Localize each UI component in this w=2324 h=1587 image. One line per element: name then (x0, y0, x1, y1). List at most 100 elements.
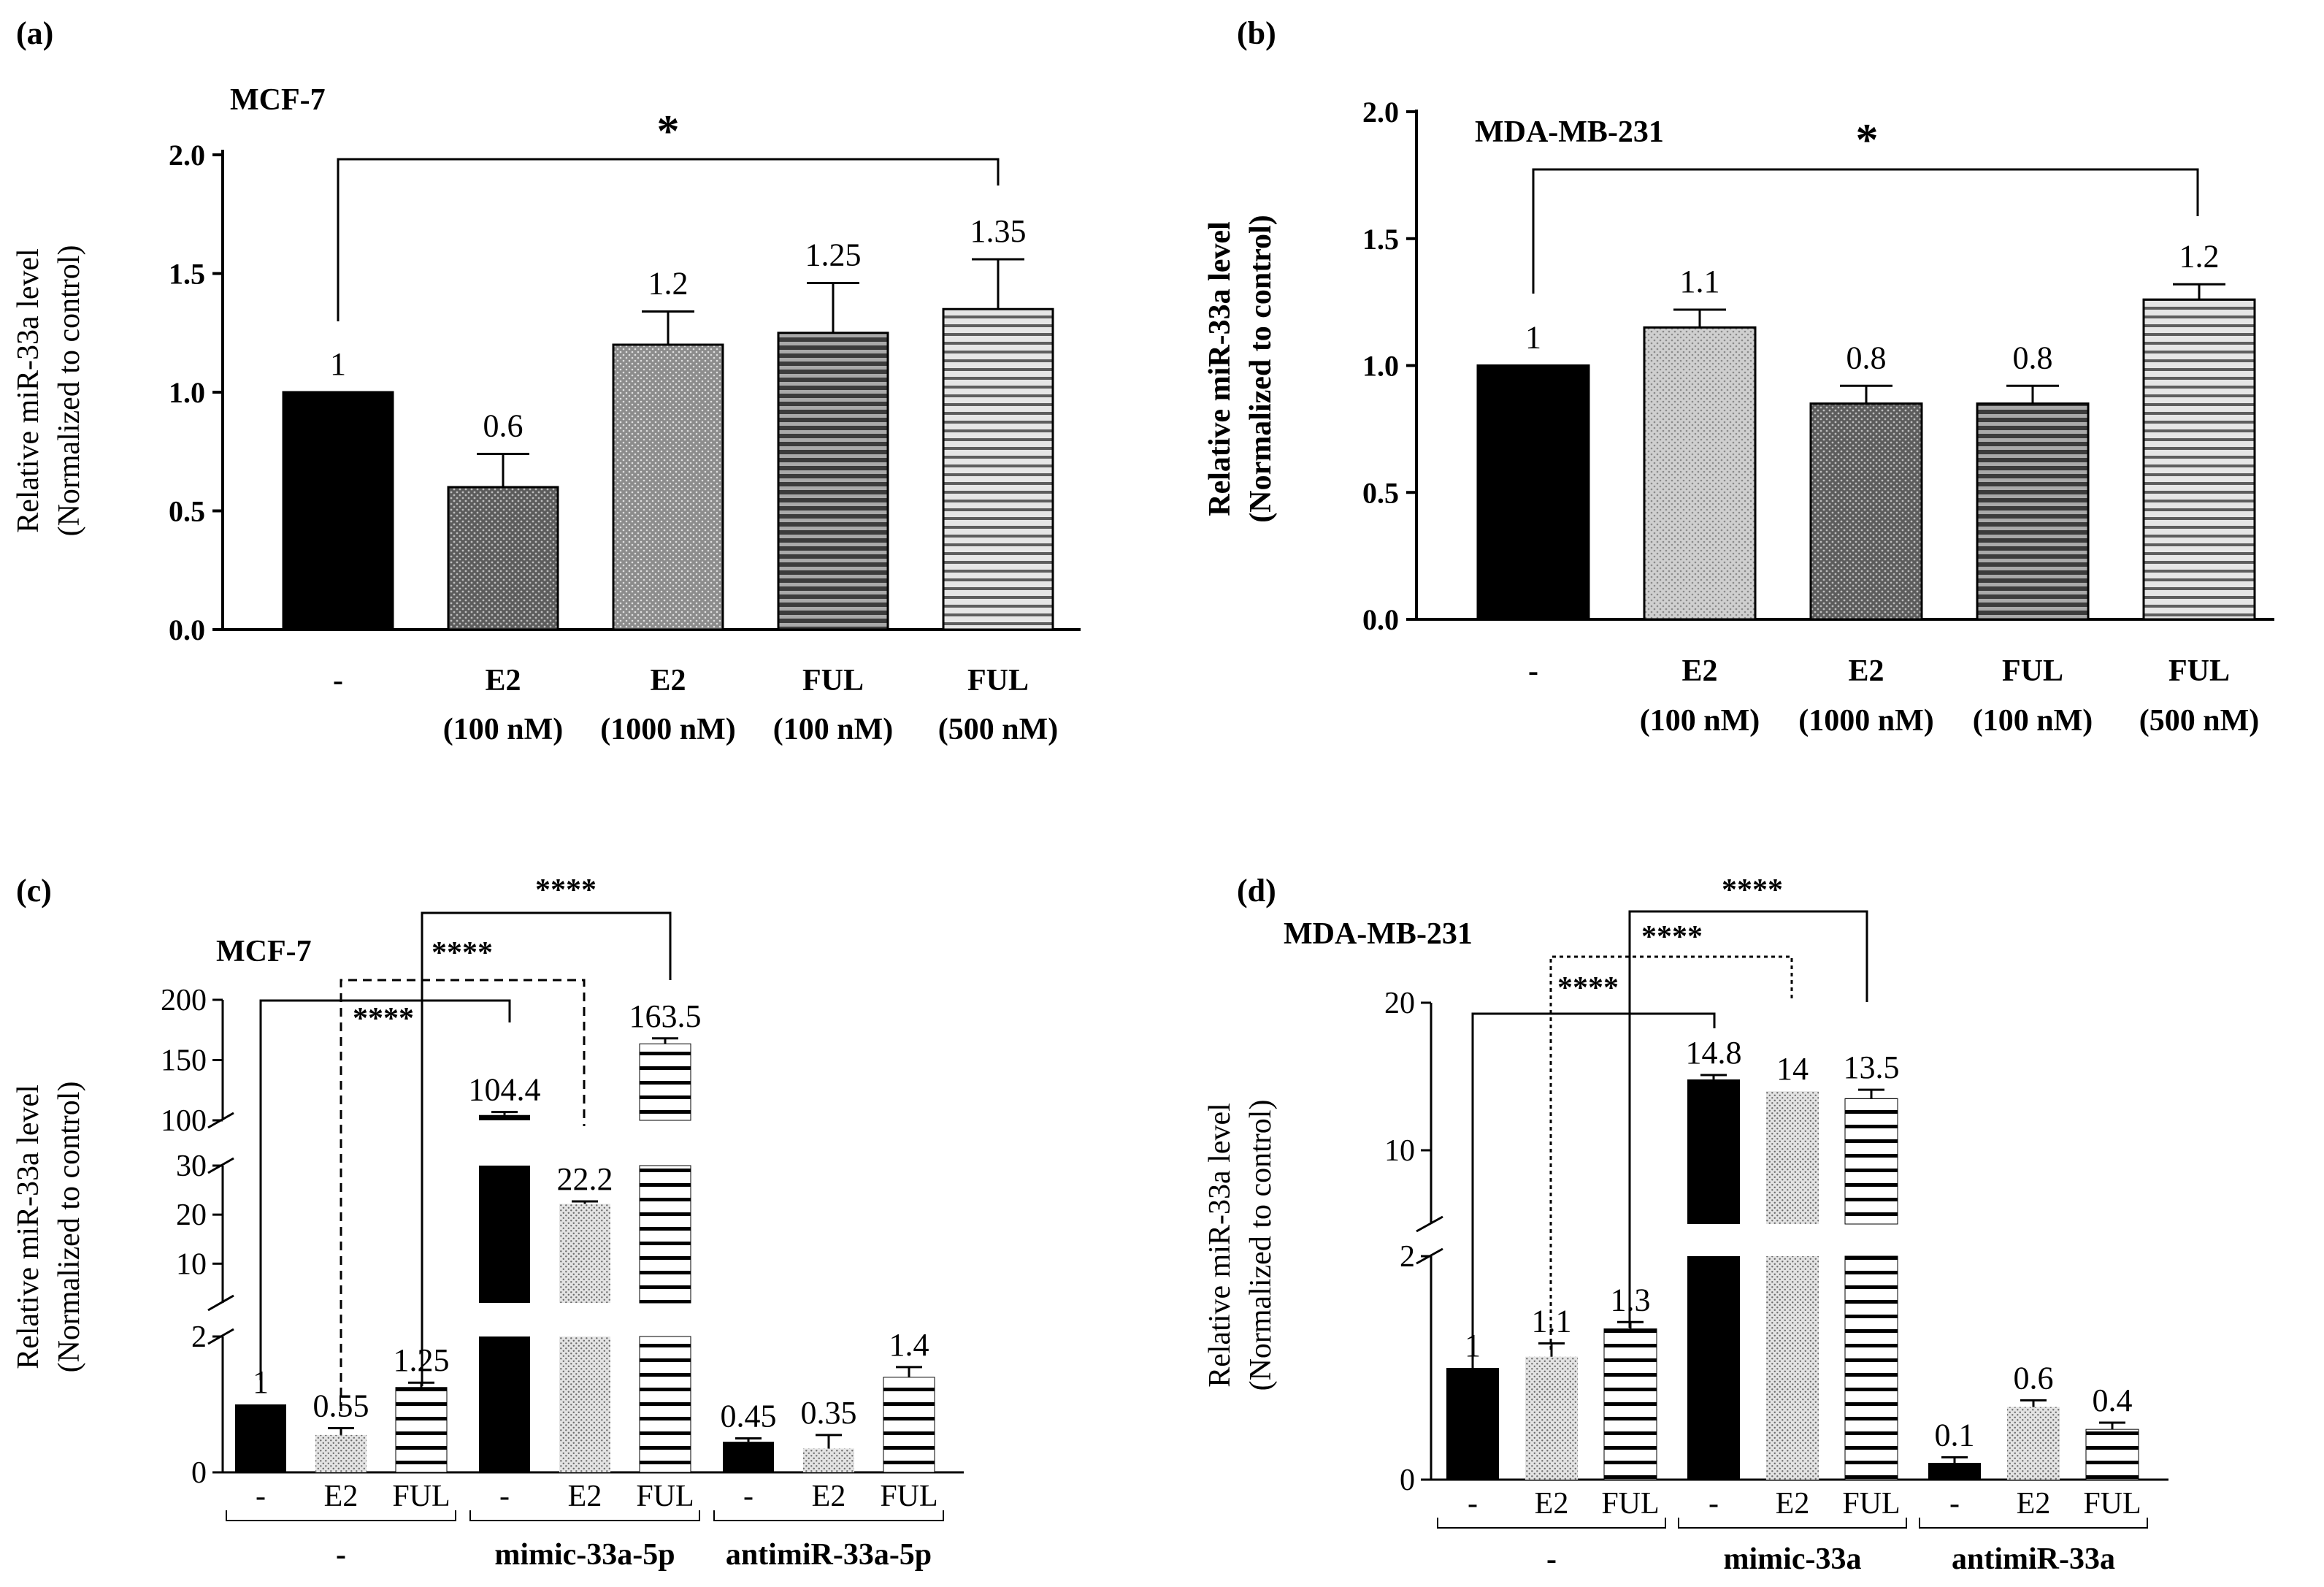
y-tick-label: 1.0 (169, 376, 205, 409)
y-axis (207, 1000, 234, 1472)
bar (612, 343, 724, 631)
bar (1844, 1098, 1898, 1225)
chart-title: MDA-MB-231 (1475, 115, 1664, 149)
y-tick-label: 0.0 (1362, 603, 1399, 636)
significance-label: **** (432, 936, 493, 970)
x-tick-label: FUL (880, 1480, 937, 1513)
y-tick-label: 1.5 (1362, 223, 1399, 256)
x-tick-label: E2 (2017, 1487, 2051, 1521)
significance-bracket (340, 979, 586, 1411)
bar (315, 1434, 367, 1472)
y-tick-label: 2 (191, 1320, 207, 1354)
significance: **** **** **** (1471, 873, 1868, 1369)
panel-a: (a) MCF-7 Relative miR-33a level (Normal… (12, 15, 1081, 746)
panel-label-b: (b) (1237, 15, 1276, 51)
y-tick-label: 10 (176, 1247, 207, 1281)
data-label: 22.2 (557, 1161, 613, 1197)
significance-label: **** (1641, 920, 1703, 954)
panel-label-a: (a) (16, 15, 53, 51)
group-label: mimic-33a-5p (494, 1538, 675, 1572)
x-tick-label: FUL (2168, 654, 2230, 688)
data-label: 0.35 (801, 1395, 857, 1431)
bar (447, 486, 559, 631)
bar (1766, 1256, 1819, 1480)
x-tick-label: - (256, 1480, 266, 1513)
significance: * (1532, 115, 2199, 294)
x-tick-label: - (1949, 1487, 1960, 1521)
data-label: 0.4 (2093, 1383, 2133, 1418)
y-axis (1416, 1003, 1443, 1480)
data-label: 163.5 (629, 998, 702, 1034)
x-tick-label: - (499, 1480, 510, 1513)
bar (639, 1043, 691, 1121)
group-bracket (226, 1510, 456, 1521)
y-tick-label: 1.0 (1362, 350, 1399, 383)
bar (1766, 1091, 1819, 1224)
bar (1525, 1356, 1578, 1480)
bar (1476, 364, 1590, 621)
x-tick-label: E2 (568, 1480, 602, 1513)
y-tick-label: 0 (191, 1456, 207, 1490)
x-tick-label: E2 (1776, 1487, 1810, 1521)
significance-label: **** (353, 1002, 414, 1036)
bar (479, 1166, 530, 1303)
significance-bracket (1532, 168, 2199, 294)
x-tick-label: (100 nM) (773, 713, 893, 746)
bar (559, 1204, 610, 1303)
bars: 1 0.6 1.2 1.25 1.35 (282, 213, 1054, 631)
bar (395, 1387, 448, 1473)
significance: * (337, 107, 1000, 321)
y-axis-label: (Normalized to control) (1244, 215, 1278, 522)
bar (777, 332, 889, 631)
bar (479, 1114, 530, 1120)
x-tick-label: FUL (2083, 1487, 2141, 1521)
x-tick-label: FUL (392, 1480, 450, 1513)
significance-bracket (259, 999, 511, 1380)
bar (1687, 1079, 1740, 1224)
x-tick-label: - (743, 1480, 753, 1513)
bar (2142, 298, 2256, 621)
significance: **** **** **** (259, 873, 672, 1411)
y-axis-label: Relative miR-33a level (1203, 221, 1237, 516)
y-axis-label: Relative miR-33a level (12, 248, 45, 533)
bar (803, 1448, 854, 1472)
bar (723, 1442, 774, 1472)
bar (1643, 326, 1757, 621)
panel-b: (b) MDA-MB-231 Relative miR-33a level (N… (1203, 15, 2274, 738)
group-label: - (1546, 1542, 1557, 1576)
x-labels: - E2 FUL - E2 FUL - E2 FUL - mimic-33a-5p antimiR-3… (226, 1480, 944, 1572)
data-label: 1.4 (889, 1327, 929, 1363)
x-tick-label: E2 (812, 1480, 846, 1513)
bar (1687, 1256, 1740, 1480)
data-label: 1 (253, 1364, 269, 1400)
data-label: 1 (330, 346, 346, 382)
group-bracket (469, 1510, 700, 1521)
data-label: 0.1 (1935, 1417, 1975, 1453)
data-label: 13.5 (1844, 1049, 1900, 1085)
significance-bracket (1549, 955, 1793, 1350)
y-axis-label: (Normalized to control) (53, 245, 86, 537)
group-bracket (1919, 1518, 2148, 1529)
significance-bracket (337, 158, 1000, 321)
x-labels: - E2 FUL - E2 FUL - E2 FUL-mimic-33a antimiR-33a (1437, 1487, 2148, 1576)
y-tick-label: 10 (1384, 1134, 1415, 1168)
significance-label: **** (535, 873, 597, 907)
significance-label: * (657, 107, 680, 156)
x-tick-label: (1000 nM) (1798, 704, 1933, 738)
group-bracket (1678, 1518, 1907, 1529)
x-labels: - E2 (100 nM) E2 (1000 nM) FUL (100 nM) FUL (500… (333, 664, 1058, 746)
significance-label: **** (1557, 971, 1619, 1005)
x-tick-label: FUL (967, 664, 1029, 697)
y-tick-label: 2.0 (169, 139, 205, 172)
chart-title: MCF-7 (216, 935, 312, 968)
y-axis-label: (Normalized to control) (53, 1082, 86, 1373)
y-tick-label: 150 (161, 1044, 207, 1078)
significance-label: * (1856, 115, 1879, 165)
y-axis-label: Relative miR-33a level (1203, 1103, 1237, 1388)
group-label: mimic-33a (1724, 1542, 1862, 1576)
y-ticks: 0 2 10 20 30 100 150 200 (161, 984, 223, 1490)
y-axis-label: Relative miR-33a level (12, 1085, 45, 1369)
x-tick-label: (100 nM) (1973, 704, 2093, 738)
